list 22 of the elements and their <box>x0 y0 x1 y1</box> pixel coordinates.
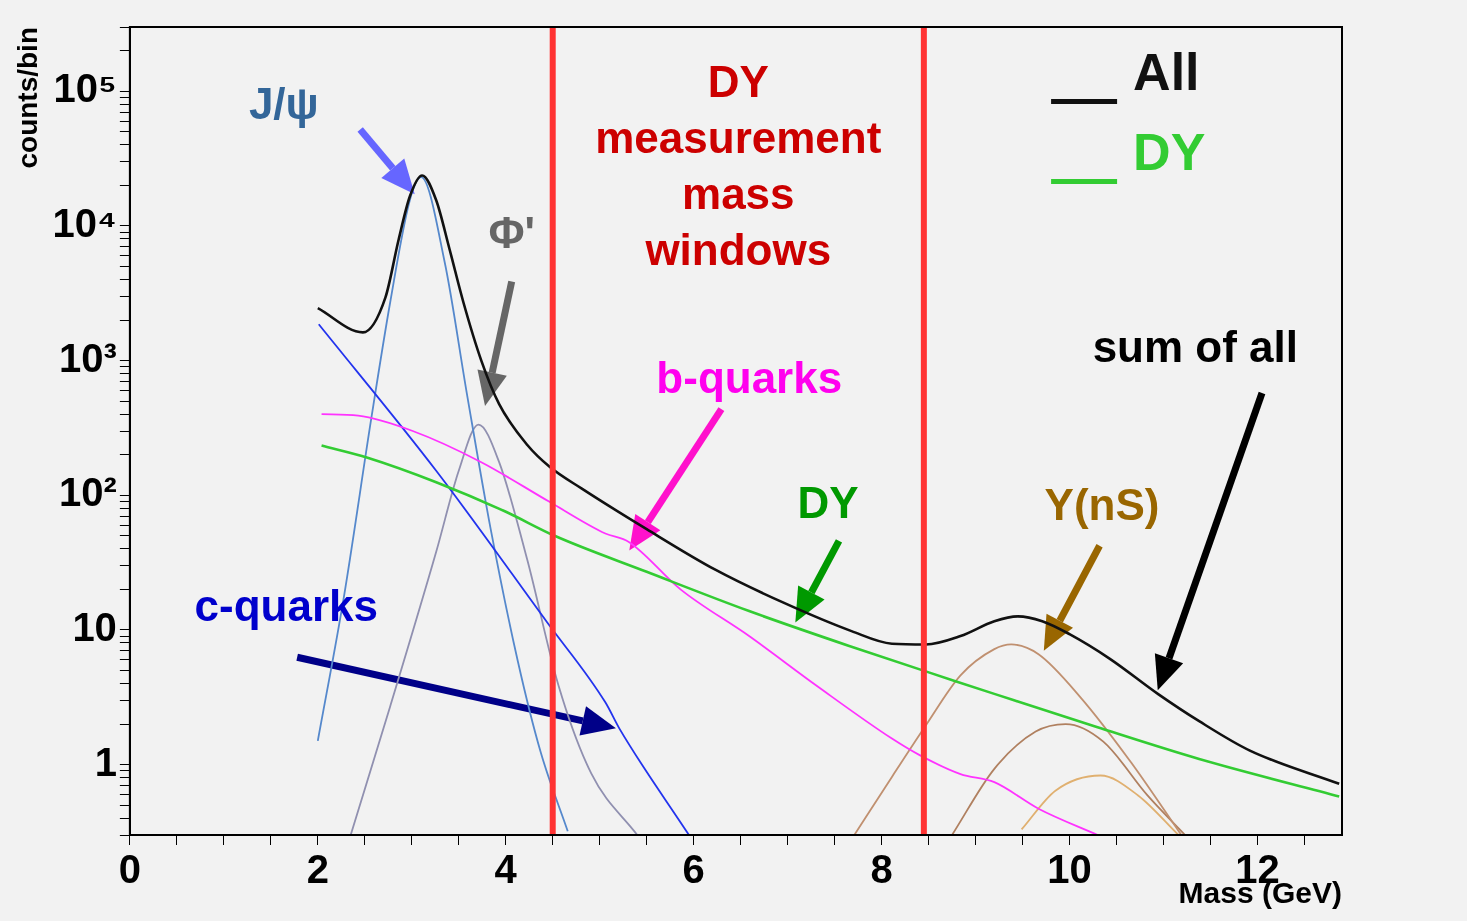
annotation: DY measurement mass windows <box>595 57 882 275</box>
annotation: Φ' <box>488 208 535 258</box>
x-tick-label: 6 <box>682 847 705 892</box>
y-tick-label: 10 <box>72 604 117 649</box>
x-tick-label: 10 <box>1047 847 1092 892</box>
legend-label: DY <box>1133 122 1206 181</box>
y-tick-label: 10³ <box>59 335 117 380</box>
annotation: DY <box>797 478 859 528</box>
y-tick-label: 10⁵ <box>53 66 117 111</box>
x-tick-label: 4 <box>494 847 518 892</box>
annotation: sum of all <box>1092 321 1299 371</box>
y-tick-label: 1 <box>94 739 117 784</box>
legend-label: All <box>1133 42 1200 101</box>
annotation: b-quarks <box>656 353 843 403</box>
x-tick-label: 8 <box>870 847 893 892</box>
x-tick-label: 0 <box>118 847 141 892</box>
y-axis-title: counts/bin <box>11 27 43 169</box>
y-tick-label: 10² <box>59 470 117 515</box>
annotation: Υ(nS) <box>1044 479 1160 529</box>
annotation: J/ψ <box>248 79 319 129</box>
y-tick-label: 10⁴ <box>52 200 117 245</box>
x-tick-label: 2 <box>306 847 329 892</box>
